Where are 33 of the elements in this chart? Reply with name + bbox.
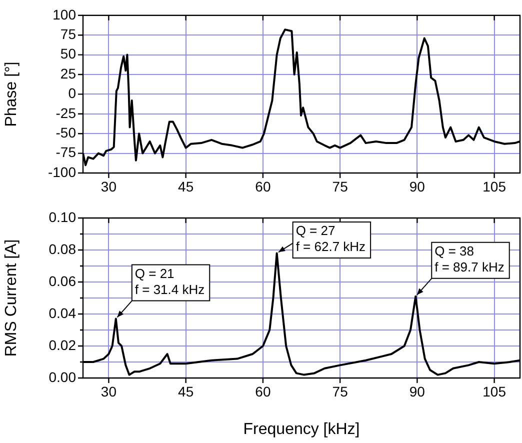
x-tick-label: 45 xyxy=(178,178,194,194)
y-tick-label: 0.10 xyxy=(48,208,76,225)
x-tick-label: 45 xyxy=(178,383,194,400)
y-tick-label: 0.08 xyxy=(48,240,76,257)
x-axis-title: Frequency [kHz] xyxy=(243,420,360,438)
x-tick-label: 60 xyxy=(255,178,271,194)
annotation: Q = 21 f = 31.4 kHz xyxy=(134,266,205,297)
y-tick-label: 0.06 xyxy=(48,272,76,289)
y-axis-title: Phase [°] xyxy=(3,62,20,127)
y-tick-label: -75 xyxy=(56,144,76,160)
y-tick-label: 75 xyxy=(60,26,76,42)
y-tick-label: 50 xyxy=(60,46,76,62)
y-tick-label: -25 xyxy=(56,104,76,121)
y-tick-label: -50 xyxy=(56,124,76,140)
y-tick-label: 0.02 xyxy=(48,336,76,353)
text: 0.00 xyxy=(48,368,76,385)
y-axis-title: RMS Current [A] xyxy=(3,239,20,357)
x-tick-label: 60 xyxy=(255,383,271,400)
x-tick-label: 105 xyxy=(482,383,506,400)
annotation: Q = 38 f = 89.7 kHz xyxy=(434,243,504,274)
y-tick-label: 100 xyxy=(52,6,76,22)
x-tick-label: 90 xyxy=(409,178,426,194)
x-tick-label: 75 xyxy=(332,178,348,194)
y-tick-label: 0.04 xyxy=(48,304,76,321)
x-tick-label: 75 xyxy=(332,383,348,400)
y-tick-label: 25 xyxy=(60,65,76,82)
y-tick-label: -100 xyxy=(48,164,76,180)
y-tick-label: 0 xyxy=(68,85,76,102)
x-tick-label: 90 xyxy=(409,383,426,400)
x-tick-label: 30 xyxy=(100,383,117,400)
annotation: Q = 27 f = 62.7 kHz xyxy=(296,223,366,254)
x-tick-label: 105 xyxy=(482,178,506,194)
x-tick-label: 30 xyxy=(100,178,117,194)
